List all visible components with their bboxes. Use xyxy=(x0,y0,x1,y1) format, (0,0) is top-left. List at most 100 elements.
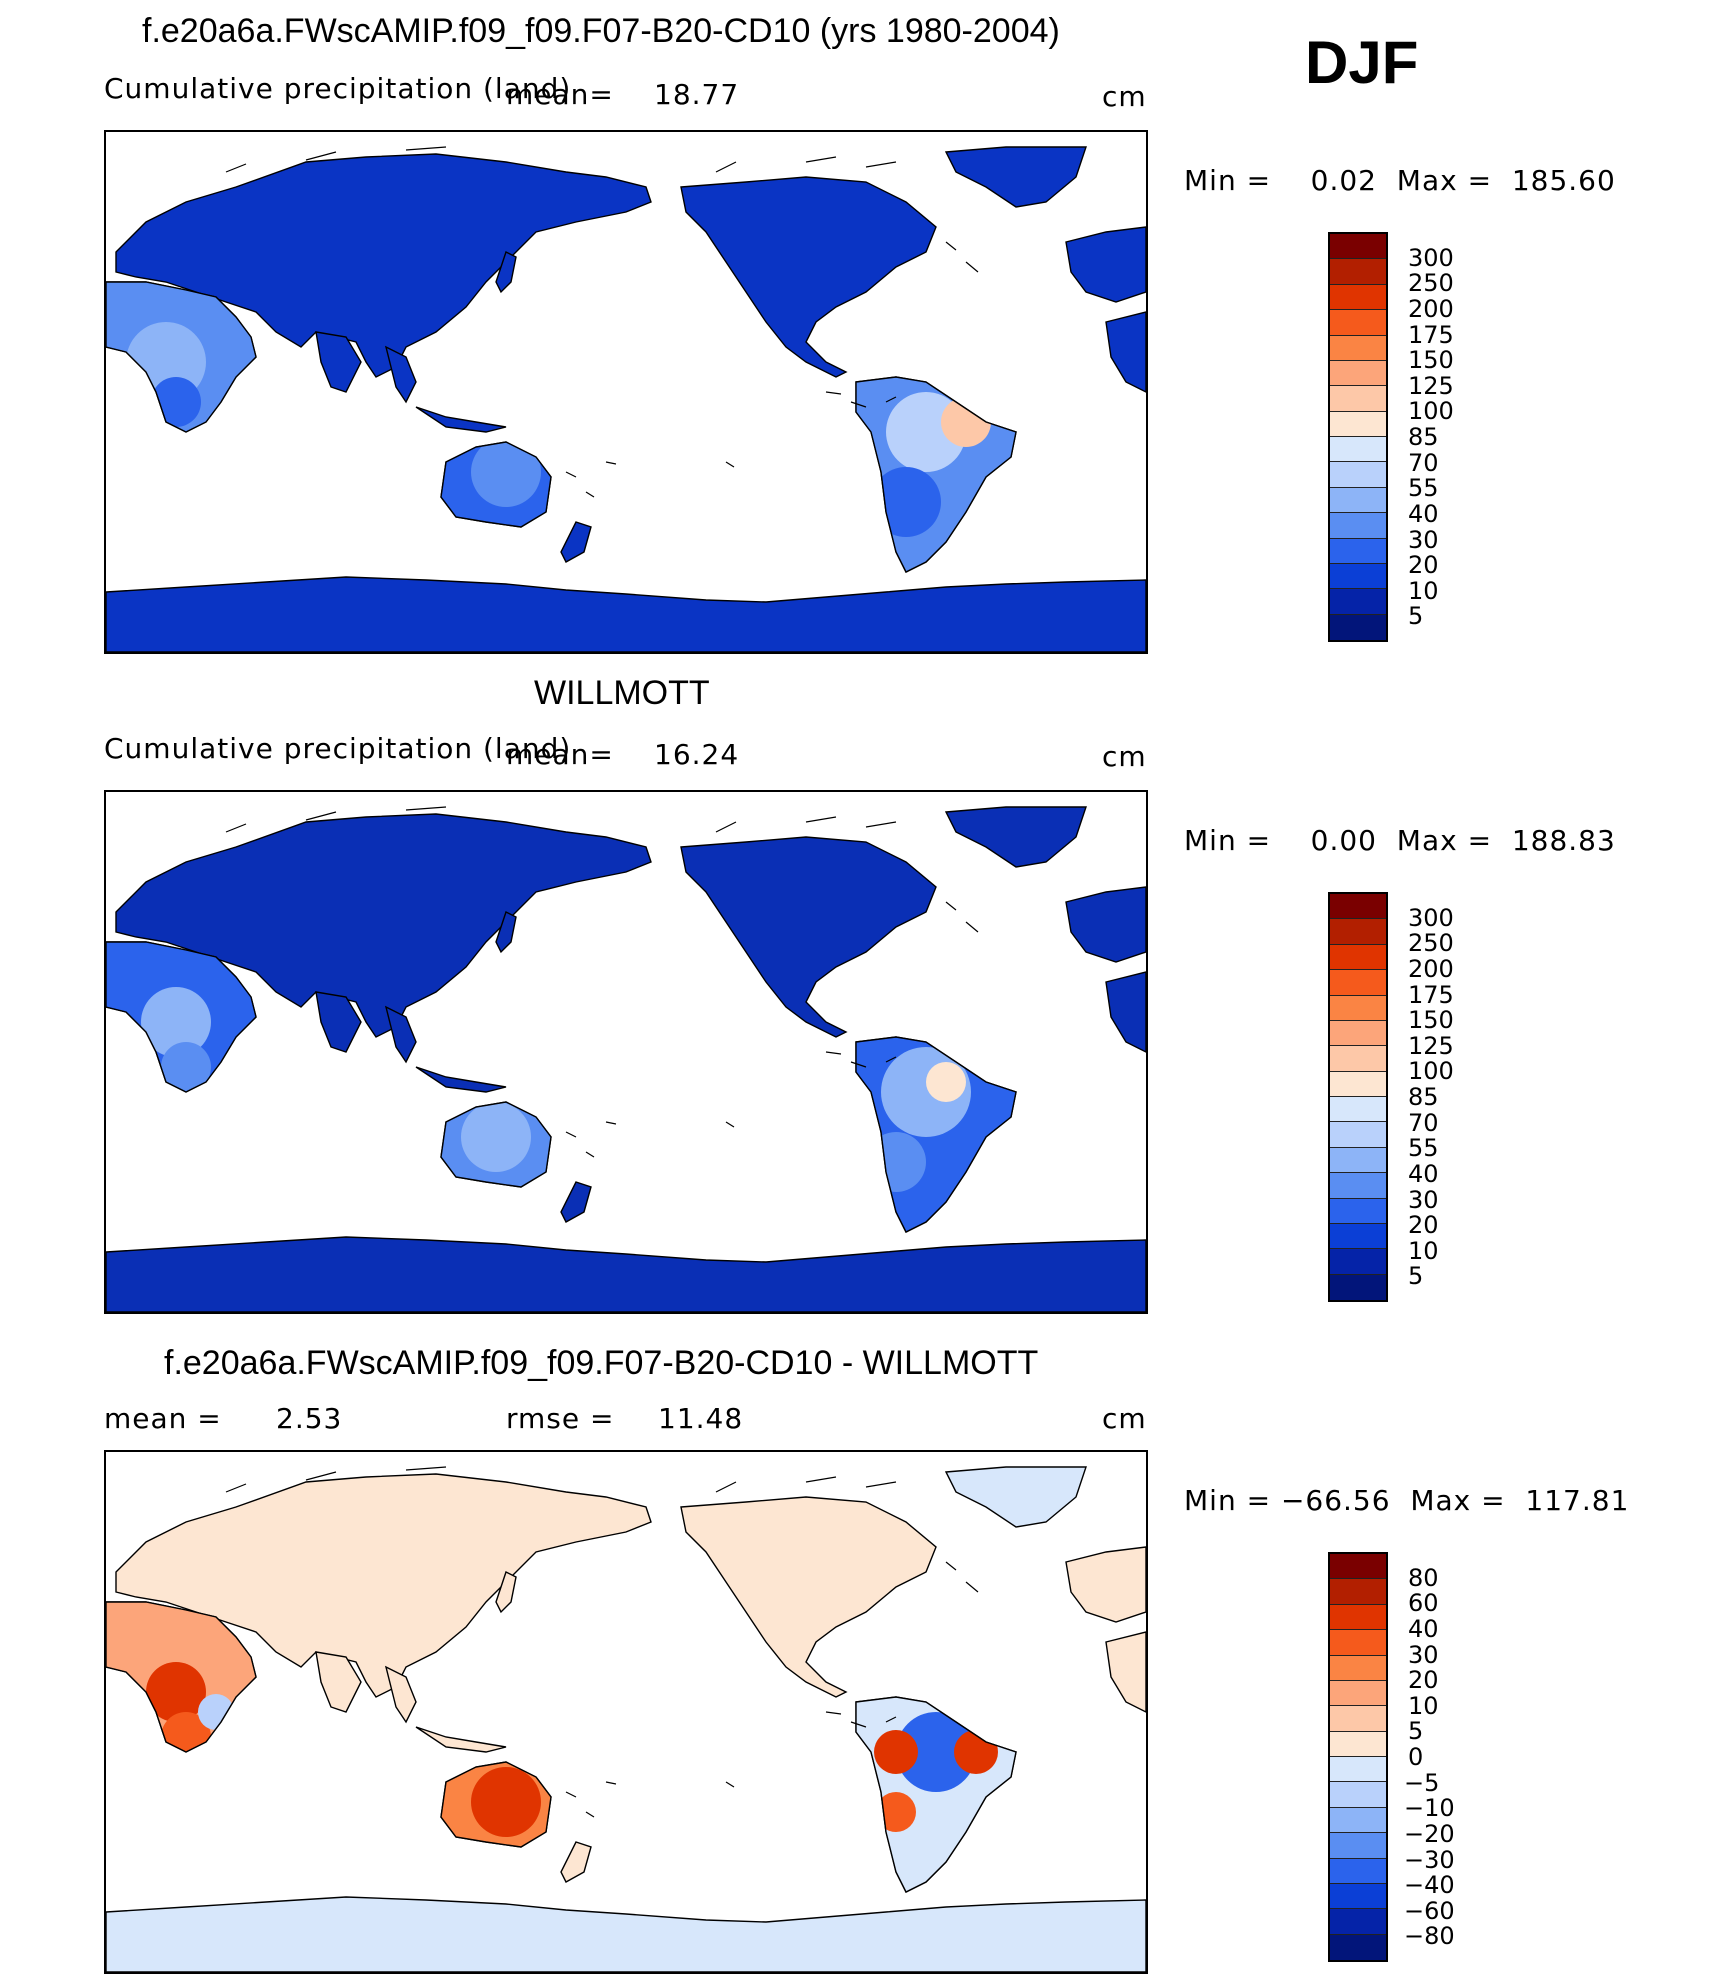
land-region-indonesia xyxy=(415,406,507,433)
land-region-greenland xyxy=(944,806,1087,868)
land-region-antarctica xyxy=(106,1236,1146,1312)
colorbar-swatch xyxy=(1330,1249,1386,1275)
field-shading xyxy=(106,1602,256,1752)
colorbar-swatch xyxy=(1330,1858,1386,1884)
land-region-eurasia xyxy=(115,813,652,1038)
colorbar-tick-label: 250 xyxy=(1408,269,1454,298)
colorbar-swatch xyxy=(1330,411,1386,437)
rmse-label: rmse = xyxy=(506,1402,615,1435)
mean-label: mean= xyxy=(506,78,614,111)
colorbar-swatch xyxy=(1330,335,1386,361)
colorbar-labels: 80 60 40 30 20 10 5 0 −5 −10 −20 −30 −40 −60 −80 xyxy=(1404,1552,1494,1962)
land-region-eurasia xyxy=(115,1473,652,1698)
land-region-antarctica xyxy=(106,576,1146,652)
map-model xyxy=(104,130,1148,654)
colorbar-tick-label: −20 xyxy=(1404,1819,1455,1848)
field-shading xyxy=(441,442,551,527)
colorbar-tick-label: 20 xyxy=(1408,1211,1439,1240)
colorbar-swatch xyxy=(1330,1173,1386,1199)
panel-title: f.e20a6a.FWscAMIP.f09_f09.F07-B20-CD10 -… xyxy=(164,1344,1039,1382)
colorbar-swatch xyxy=(1330,1680,1386,1707)
land-region-japan xyxy=(495,251,517,294)
mean-value: 16.24 xyxy=(654,738,740,771)
land-region-greenland xyxy=(944,1466,1087,1528)
units-label: cm xyxy=(1102,740,1147,773)
island-coastline xyxy=(825,901,979,1068)
colorbar-tick-label: 30 xyxy=(1408,1185,1439,1214)
units-label: cm xyxy=(1102,1402,1147,1435)
colorbar-swatch xyxy=(1330,259,1386,285)
colorbar-tick-label: 125 xyxy=(1408,371,1454,400)
colorbar-tick-label: 200 xyxy=(1408,954,1454,983)
colorbar-swatch xyxy=(1330,1147,1386,1174)
land-region-greenland xyxy=(944,146,1087,208)
land-region-africa_w xyxy=(1105,971,1146,1053)
colorbar-swatch xyxy=(1330,1097,1386,1123)
colorbar-swatch xyxy=(1330,614,1386,640)
land-region-europe_w xyxy=(1065,226,1146,303)
field-shading xyxy=(856,1037,1016,1232)
colorbar-swatch xyxy=(1330,894,1386,920)
colorbar-tick-label: 10 xyxy=(1408,1691,1439,1720)
colorbar-tick-label: 40 xyxy=(1408,1614,1439,1643)
mean-value: 2.53 xyxy=(276,1402,343,1435)
colorbar-tick-label: 70 xyxy=(1408,448,1439,477)
land-region-seasia xyxy=(384,1005,417,1064)
mean-value: 18.77 xyxy=(654,78,740,111)
colorbar-tick-label: 100 xyxy=(1408,1057,1454,1086)
land-region-japan xyxy=(495,911,517,954)
colorbar-tick-label: 5 xyxy=(1408,602,1424,631)
land-region-africa_w xyxy=(1105,1631,1146,1713)
land-region-antarctica xyxy=(106,1896,1146,1972)
panel-title: f.e20a6a.FWscAMIP.f09_f09.F07-B20-CD10 (… xyxy=(142,12,1060,50)
colorbar-tick-label: 30 xyxy=(1408,525,1439,554)
colorbar-swatch xyxy=(1330,310,1386,336)
colorbar-swatch xyxy=(1330,487,1386,514)
colorbar-tick-label: 150 xyxy=(1408,346,1454,375)
colorbar-swatch xyxy=(1330,513,1386,539)
island-coastline xyxy=(565,1121,735,1158)
colorbar-swatch xyxy=(1330,284,1386,311)
colorbar-swatch xyxy=(1330,1731,1386,1757)
land-region-europe_w xyxy=(1065,1546,1146,1623)
colorbar-swatch xyxy=(1330,1934,1386,1960)
colorbar-tick-label: 20 xyxy=(1408,551,1439,580)
island-coastline xyxy=(825,241,979,408)
colorbar-swatch xyxy=(1330,437,1386,463)
colorbar-tick-label: 100 xyxy=(1408,397,1454,426)
colorbar-tick-label: 40 xyxy=(1408,1159,1439,1188)
colorbar-tick-label: −30 xyxy=(1404,1845,1455,1874)
colorbar-swatch xyxy=(1330,1909,1386,1935)
land-region-namerica xyxy=(680,1496,937,1698)
island-coastline xyxy=(565,461,735,498)
land-region-india xyxy=(315,331,362,393)
land-region-nz xyxy=(560,1841,592,1883)
colorbar-swatch xyxy=(1330,1223,1386,1250)
colorbar xyxy=(1328,232,1388,642)
colorbar-tick-label: 55 xyxy=(1408,474,1439,503)
colorbar-tick-label: 5 xyxy=(1408,1717,1424,1746)
colorbar-tick-label: 85 xyxy=(1408,1083,1439,1111)
colorbar-tick-label: −80 xyxy=(1404,1922,1455,1951)
mean-label: mean= xyxy=(506,738,614,771)
field-shading xyxy=(441,1102,551,1187)
colorbar-swatch xyxy=(1330,1655,1386,1681)
land-region-namerica xyxy=(680,836,937,1038)
colorbar-swatch xyxy=(1330,1782,1386,1808)
mean-label: mean = xyxy=(104,1402,222,1435)
land-region-namerica xyxy=(680,176,937,378)
colorbar-tick-label: 300 xyxy=(1408,903,1454,932)
field-shading xyxy=(856,1697,1016,1892)
minmax-label: Min = −66.56 Max = 117.81 xyxy=(1184,1484,1630,1517)
land-region-japan xyxy=(495,1571,517,1614)
land-region-seasia xyxy=(384,345,417,404)
land-region-india xyxy=(315,991,362,1053)
colorbar-swatch xyxy=(1330,462,1386,488)
land-region-europe_w xyxy=(1065,886,1146,963)
colorbar-tick-label: 20 xyxy=(1408,1666,1439,1695)
colorbar-swatch xyxy=(1330,1757,1386,1783)
colorbar-swatch xyxy=(1330,1071,1386,1097)
colorbar-swatch xyxy=(1330,1706,1386,1732)
island-coastline xyxy=(565,1781,735,1818)
colorbar-tick-label: 85 xyxy=(1408,423,1439,451)
